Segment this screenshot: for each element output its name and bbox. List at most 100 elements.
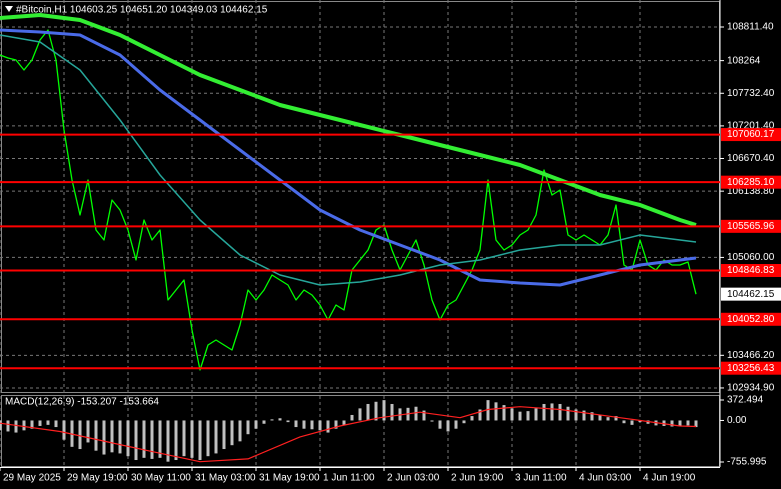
macd-bar [222,420,226,450]
macd-bar [462,420,466,424]
macd-bar [14,420,18,433]
macd-bar [558,403,562,421]
macd-bar [238,420,242,442]
macd-bar [542,403,546,421]
level-label-box [721,361,781,375]
x-tick-label: 29 May 2025 [3,473,61,484]
y-tick-label: 372.494 [727,395,764,406]
last-price-label: 104462.15 [727,289,775,300]
series-line [0,13,697,227]
macd-bar [334,420,338,429]
macd-bar [110,420,114,453]
macd-bar [374,401,378,421]
macd-bar [350,414,354,421]
macd-bar [390,403,394,421]
macd-bar [142,420,146,458]
macd-bar [494,402,498,421]
x-tick-label: 31 May 03:00 [195,473,256,484]
x-tick-label: 2 Jun 03:00 [387,473,440,484]
macd-label: MACD(12,26,9) -153.207 -153.664 [5,397,159,408]
macd-bar [422,410,426,421]
macd-bar [286,420,290,423]
macd-bar [206,420,210,457]
macd-bar [0,420,2,431]
macd-bar [174,420,178,461]
level-label-box [721,175,781,189]
macd-bar [430,420,434,422]
macd-bar [510,408,514,421]
macd-bar [470,416,474,421]
y-tick-label: 107201.40 [727,121,775,132]
y-tick-label: 108811.40 [727,22,774,33]
macd-bar [638,420,642,423]
series-line [0,406,697,463]
menu-triangle[interactable] [5,6,13,12]
macd-bar [198,420,202,461]
macd-bar [246,420,250,435]
macd-bar [94,420,98,451]
y-tick-label: 0.00 [727,415,747,426]
macd-bar [414,406,418,421]
macd-bar [614,416,618,421]
macd-bar [230,420,234,446]
macd-bar [486,400,490,421]
macd-bar [550,403,554,421]
macd-bar [214,420,218,454]
macd-bar [630,420,634,425]
chart-title: #Bitcoin,H1 104603.25 104651.20 104349.0… [16,5,268,16]
y-tick-label: -755.995 [727,457,767,468]
macd-bar [150,420,154,459]
macd-bar [54,420,58,428]
macd-bar [606,417,610,421]
macd-bar [694,420,698,428]
macd-bar [358,408,362,421]
last-price-box [721,287,781,301]
macd-bar [382,400,386,421]
y-tick-label: 105060.00 [727,252,775,263]
macd-bar [182,420,186,457]
macd-bar [366,403,370,421]
macd-bar [134,420,138,461]
level-label: 103256.43 [727,363,775,374]
macd-bar [102,420,106,455]
macd-bar [86,420,90,443]
macd-bar [294,420,298,428]
level-label: 107060.17 [727,129,775,140]
macd-bar [302,420,306,429]
macd-bar [478,409,482,421]
macd-bar [126,420,130,457]
level-label-box [721,264,781,278]
macd-bar [686,420,690,426]
macd-bar [78,420,82,450]
x-tick-label: 3 Jun 11:00 [515,473,567,484]
macd-bar [438,420,442,429]
macd-bar [518,411,522,421]
macd-bar [678,420,682,426]
macd-bar [254,420,258,429]
macd-bar [622,420,626,424]
macd-bar [38,420,42,426]
x-tick-label: 4 Jun 03:00 [579,473,632,484]
level-label-box [721,128,781,142]
macd-bar [158,420,162,458]
macd-bar [590,412,594,421]
macd-bar [502,405,506,421]
x-tick-label: 1 Jun 11:00 [323,473,375,484]
macd-bar [342,420,346,425]
x-tick-label: 31 May 19:00 [259,473,320,484]
macd-bar [270,419,274,421]
macd-bar [6,420,10,432]
macd-bar [582,410,586,421]
macd-bar [262,420,266,424]
y-tick-label: 103466.20 [727,350,775,361]
level-label: 104846.83 [727,265,775,276]
macd-bar [318,420,322,431]
macd-bar [446,420,450,432]
y-tick-label: 107732.40 [727,88,775,99]
macd-bar [310,420,314,430]
macd-bar [526,411,530,421]
x-tick-label: 2 Jun 19:00 [451,473,504,484]
macd-bar [670,420,674,427]
